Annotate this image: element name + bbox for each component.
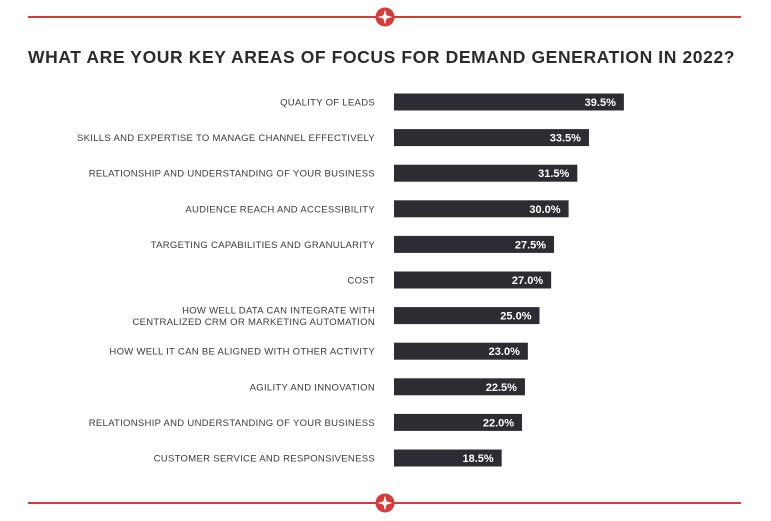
bar	[394, 271, 552, 289]
bar	[394, 129, 589, 147]
category-label: HOW WELL DATA CAN INTEGRATE WITH	[182, 305, 375, 316]
category-label: RELATIONSHIP AND UNDERSTANDING OF YOUR B…	[89, 169, 375, 180]
bar	[394, 164, 578, 182]
bar-value-label: 27.0%	[512, 275, 543, 287]
category-label: AGILITY AND INNOVATION	[250, 382, 375, 393]
bar	[394, 449, 502, 467]
bar-value-label: 22.0%	[483, 417, 514, 429]
red-circle-star-icon	[375, 7, 395, 27]
bar-value-label: 23.0%	[489, 346, 520, 358]
bar-value-label: 33.5%	[550, 133, 581, 145]
bar-value-label: 30.0%	[529, 204, 560, 216]
category-label: COST	[347, 276, 375, 287]
bar-value-label: 27.5%	[515, 239, 546, 251]
bar	[394, 413, 523, 431]
category-label: RELATIONSHIP AND UNDERSTANDING OF YOUR B…	[89, 418, 375, 429]
bar	[394, 342, 528, 360]
category-label: SKILLS AND EXPERTISE TO MANAGE CHANNEL E…	[77, 133, 375, 144]
bar	[394, 378, 525, 396]
bar	[394, 200, 569, 218]
category-label: CENTRALIZED CRM OR MARKETING AUTOMATION	[132, 317, 375, 328]
chart-title: WHAT ARE YOUR KEY AREAS OF FOCUS FOR DEM…	[28, 47, 736, 67]
bar-value-label: 18.5%	[462, 453, 493, 465]
bar	[394, 93, 624, 111]
bar-value-label: 31.5%	[538, 168, 569, 180]
category-label: QUALITY OF LEADS	[280, 98, 375, 109]
red-circle-star-icon	[375, 493, 395, 513]
bar-value-label: 39.5%	[585, 97, 616, 109]
bar-value-label: 25.0%	[500, 311, 531, 323]
bar	[394, 307, 540, 325]
category-label: HOW WELL IT CAN BE ALIGNED WITH OTHER AC…	[109, 347, 375, 358]
category-label: CUSTOMER SERVICE AND RESPONSIVENESS	[154, 454, 375, 465]
bar-value-label: 22.5%	[486, 382, 517, 394]
category-label: TARGETING CAPABILITIES AND GRANULARITY	[151, 240, 376, 251]
bar	[394, 235, 555, 253]
category-label: AUDIENCE REACH AND ACCESSIBILITY	[185, 204, 375, 215]
